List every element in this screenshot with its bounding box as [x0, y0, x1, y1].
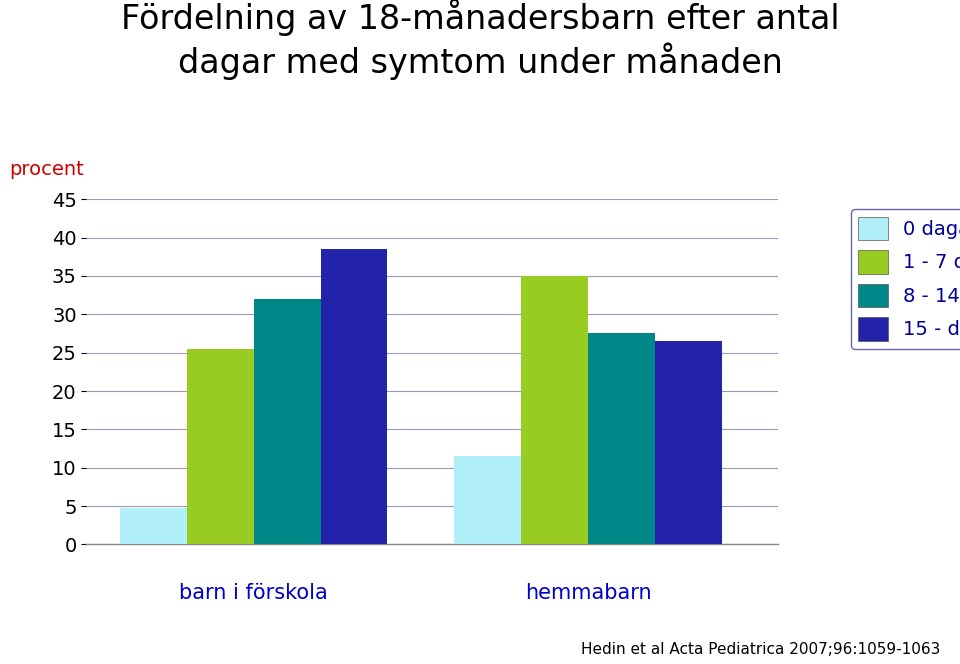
Legend: 0 dagar, 1 - 7 dagar, 8 - 14 dagar, 15 - dagar: 0 dagar, 1 - 7 dagar, 8 - 14 dagar, 15 -…	[851, 209, 960, 349]
Text: barn i förskola: barn i förskola	[180, 584, 328, 604]
Bar	[187, 349, 253, 544]
Text: Fördelning av 18-månadersbarn efter antal
dagar med symtom under månaden: Fördelning av 18-månadersbarn efter anta…	[121, 0, 839, 80]
Text: Hedin et al Acta Pediatrica 2007;96:1059-1063: Hedin et al Acta Pediatrica 2007;96:1059…	[582, 642, 941, 657]
Bar	[321, 249, 388, 544]
Bar	[655, 341, 722, 544]
Bar	[454, 456, 521, 544]
Text: hemmabarn: hemmabarn	[525, 584, 652, 604]
Bar	[521, 276, 588, 544]
Bar	[588, 333, 655, 544]
Bar	[120, 508, 187, 544]
Bar	[253, 299, 321, 544]
Text: procent: procent	[10, 160, 84, 179]
